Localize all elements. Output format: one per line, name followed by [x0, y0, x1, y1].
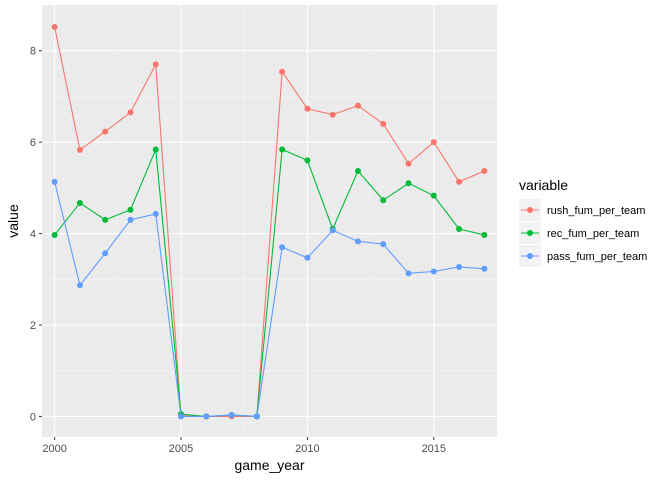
series-line — [54, 181, 485, 418]
data-point — [127, 206, 134, 213]
x-tick-label: 2015 — [422, 443, 446, 455]
data-point — [405, 270, 412, 277]
data-point — [152, 146, 159, 153]
data-point — [430, 268, 437, 275]
series-line — [54, 148, 485, 418]
data-point — [51, 178, 58, 185]
data-point — [481, 167, 488, 174]
data-point — [304, 157, 311, 164]
legend-key-point — [527, 207, 533, 213]
data-point — [51, 231, 58, 238]
data-point — [304, 105, 311, 112]
legend-item: rush_fum_per_team — [519, 199, 645, 221]
data-point — [481, 265, 488, 272]
legend-label: pass_fum_per_team — [547, 251, 647, 263]
data-point — [76, 146, 83, 153]
data-point — [380, 120, 387, 127]
data-point — [102, 128, 109, 135]
data-point — [279, 146, 286, 153]
series-layer — [51, 23, 488, 420]
legend-label: rec_fum_per_team — [547, 228, 639, 240]
data-point — [456, 263, 463, 270]
legend-title: variable — [519, 177, 568, 193]
data-point — [380, 241, 387, 248]
data-point — [102, 216, 109, 223]
data-point — [481, 231, 488, 238]
data-point — [329, 227, 336, 234]
y-axis-title: value — [5, 204, 21, 238]
data-point — [76, 282, 83, 289]
data-point — [405, 180, 412, 187]
data-point — [51, 23, 58, 30]
data-point — [405, 160, 412, 167]
x-tick-label: 2005 — [169, 443, 193, 455]
data-point — [354, 102, 361, 109]
data-point — [456, 178, 463, 185]
legend-label: rush_fum_per_team — [547, 205, 645, 217]
series-pass_fum_per_team — [51, 178, 488, 420]
plot-panel — [42, 5, 497, 437]
y-axis: 0 2 4 6 8 — [30, 46, 42, 423]
data-point — [354, 238, 361, 245]
legend-key-point — [527, 230, 533, 236]
data-point — [76, 199, 83, 206]
x-axis: 2000 2005 2010 2015 — [42, 437, 446, 455]
y-tick-label: 6 — [30, 137, 36, 149]
data-point — [203, 413, 210, 420]
data-point — [279, 244, 286, 251]
data-point — [279, 68, 286, 75]
data-point — [102, 250, 109, 257]
legend-item: rec_fum_per_team — [519, 222, 639, 244]
legend-item: pass_fum_per_team — [519, 245, 647, 267]
data-point — [304, 254, 311, 261]
data-point — [430, 192, 437, 199]
x-axis-title: game_year — [234, 457, 304, 473]
y-tick-label: 4 — [30, 229, 36, 241]
data-point — [253, 413, 260, 420]
x-tick-label: 2010 — [295, 443, 319, 455]
data-point — [354, 167, 361, 174]
series-rush_fum_per_team — [51, 23, 488, 420]
x-tick-label: 2000 — [42, 443, 66, 455]
data-point — [127, 109, 134, 116]
y-tick-label: 2 — [30, 320, 36, 332]
data-point — [380, 197, 387, 204]
data-point — [127, 216, 134, 223]
data-point — [178, 413, 185, 420]
data-point — [152, 61, 159, 68]
data-point — [152, 210, 159, 217]
y-tick-label: 8 — [30, 46, 36, 58]
legend: variable rush_fum_per_team rec_fum_per_te… — [519, 177, 647, 267]
data-point — [430, 139, 437, 146]
data-point — [456, 226, 463, 232]
legend-key-point — [527, 253, 533, 259]
series-line — [54, 26, 485, 417]
data-point — [329, 111, 336, 118]
major-gridlines — [42, 5, 497, 437]
y-tick-label: 0 — [30, 411, 36, 423]
legend-items: rush_fum_per_team rec_fum_per_team pass_fu… — [519, 199, 647, 267]
data-point — [228, 412, 235, 419]
minor-gridlines — [42, 5, 497, 437]
